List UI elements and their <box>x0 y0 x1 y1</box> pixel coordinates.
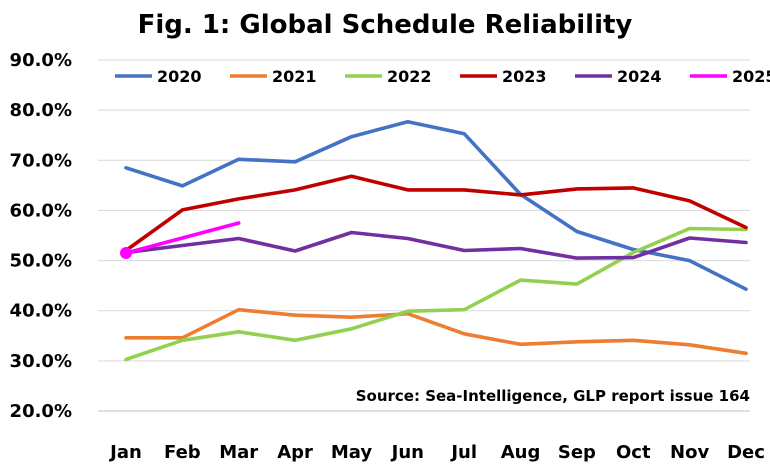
x-tick-label: Dec <box>727 442 765 463</box>
y-tick-label: 20.0% <box>10 401 72 422</box>
series-line-2021 <box>124 307 748 356</box>
x-tick-label: Aug <box>501 442 541 463</box>
series-line-2020 <box>124 119 748 292</box>
legend-label-2023: 2023 <box>502 67 547 86</box>
series-line-2025 <box>124 221 241 255</box>
series-line-2023 <box>124 174 748 253</box>
legend-label-2022: 2022 <box>387 67 432 86</box>
y-tick-label: 60.0% <box>10 200 72 221</box>
x-tick-label: Oct <box>616 442 651 463</box>
y-tick-label: 90.0% <box>10 50 72 71</box>
x-tick-label: Nov <box>670 442 709 463</box>
legend-label-2021: 2021 <box>272 67 317 86</box>
x-tick-label: Jul <box>449 442 477 463</box>
x-tick-label: Jan <box>108 442 142 463</box>
source-annotation: Source: Sea-Intelligence, GLP report iss… <box>356 387 750 405</box>
x-tick-label: Jun <box>390 442 424 463</box>
series-line-2022 <box>124 226 748 362</box>
x-axis-ticks: Jan Feb Mar Apr May Jun Jul Aug Sep Oct Nov Dec <box>108 442 765 463</box>
series-marker-2025 <box>120 247 132 260</box>
legend: 2020 2021 2022 2023 2024 2025 <box>115 67 770 86</box>
legend-label-2024: 2024 <box>617 67 662 86</box>
legend-label-2025: 2025 <box>732 67 770 86</box>
legend-label-2020: 2020 <box>157 67 202 86</box>
series <box>120 119 748 362</box>
series-line-2024 <box>124 230 748 260</box>
y-tick-label: 30.0% <box>10 351 72 372</box>
x-tick-label: May <box>331 442 373 463</box>
x-tick-label: Sep <box>558 442 596 463</box>
y-axis-ticks: 20.0% 30.0% 40.0% 50.0% 60.0% 70.0% 80.0% 90.0% <box>10 50 72 422</box>
y-tick-label: 80.0% <box>10 100 72 121</box>
x-tick-label: Mar <box>219 442 258 463</box>
x-tick-label: Apr <box>277 442 313 463</box>
y-tick-label: 40.0% <box>10 301 72 322</box>
x-tick-label: Feb <box>164 442 201 463</box>
chart-title: Fig. 1: Global Schedule Reliability <box>138 10 633 40</box>
y-tick-label: 50.0% <box>10 251 72 272</box>
y-tick-label: 70.0% <box>10 150 72 171</box>
